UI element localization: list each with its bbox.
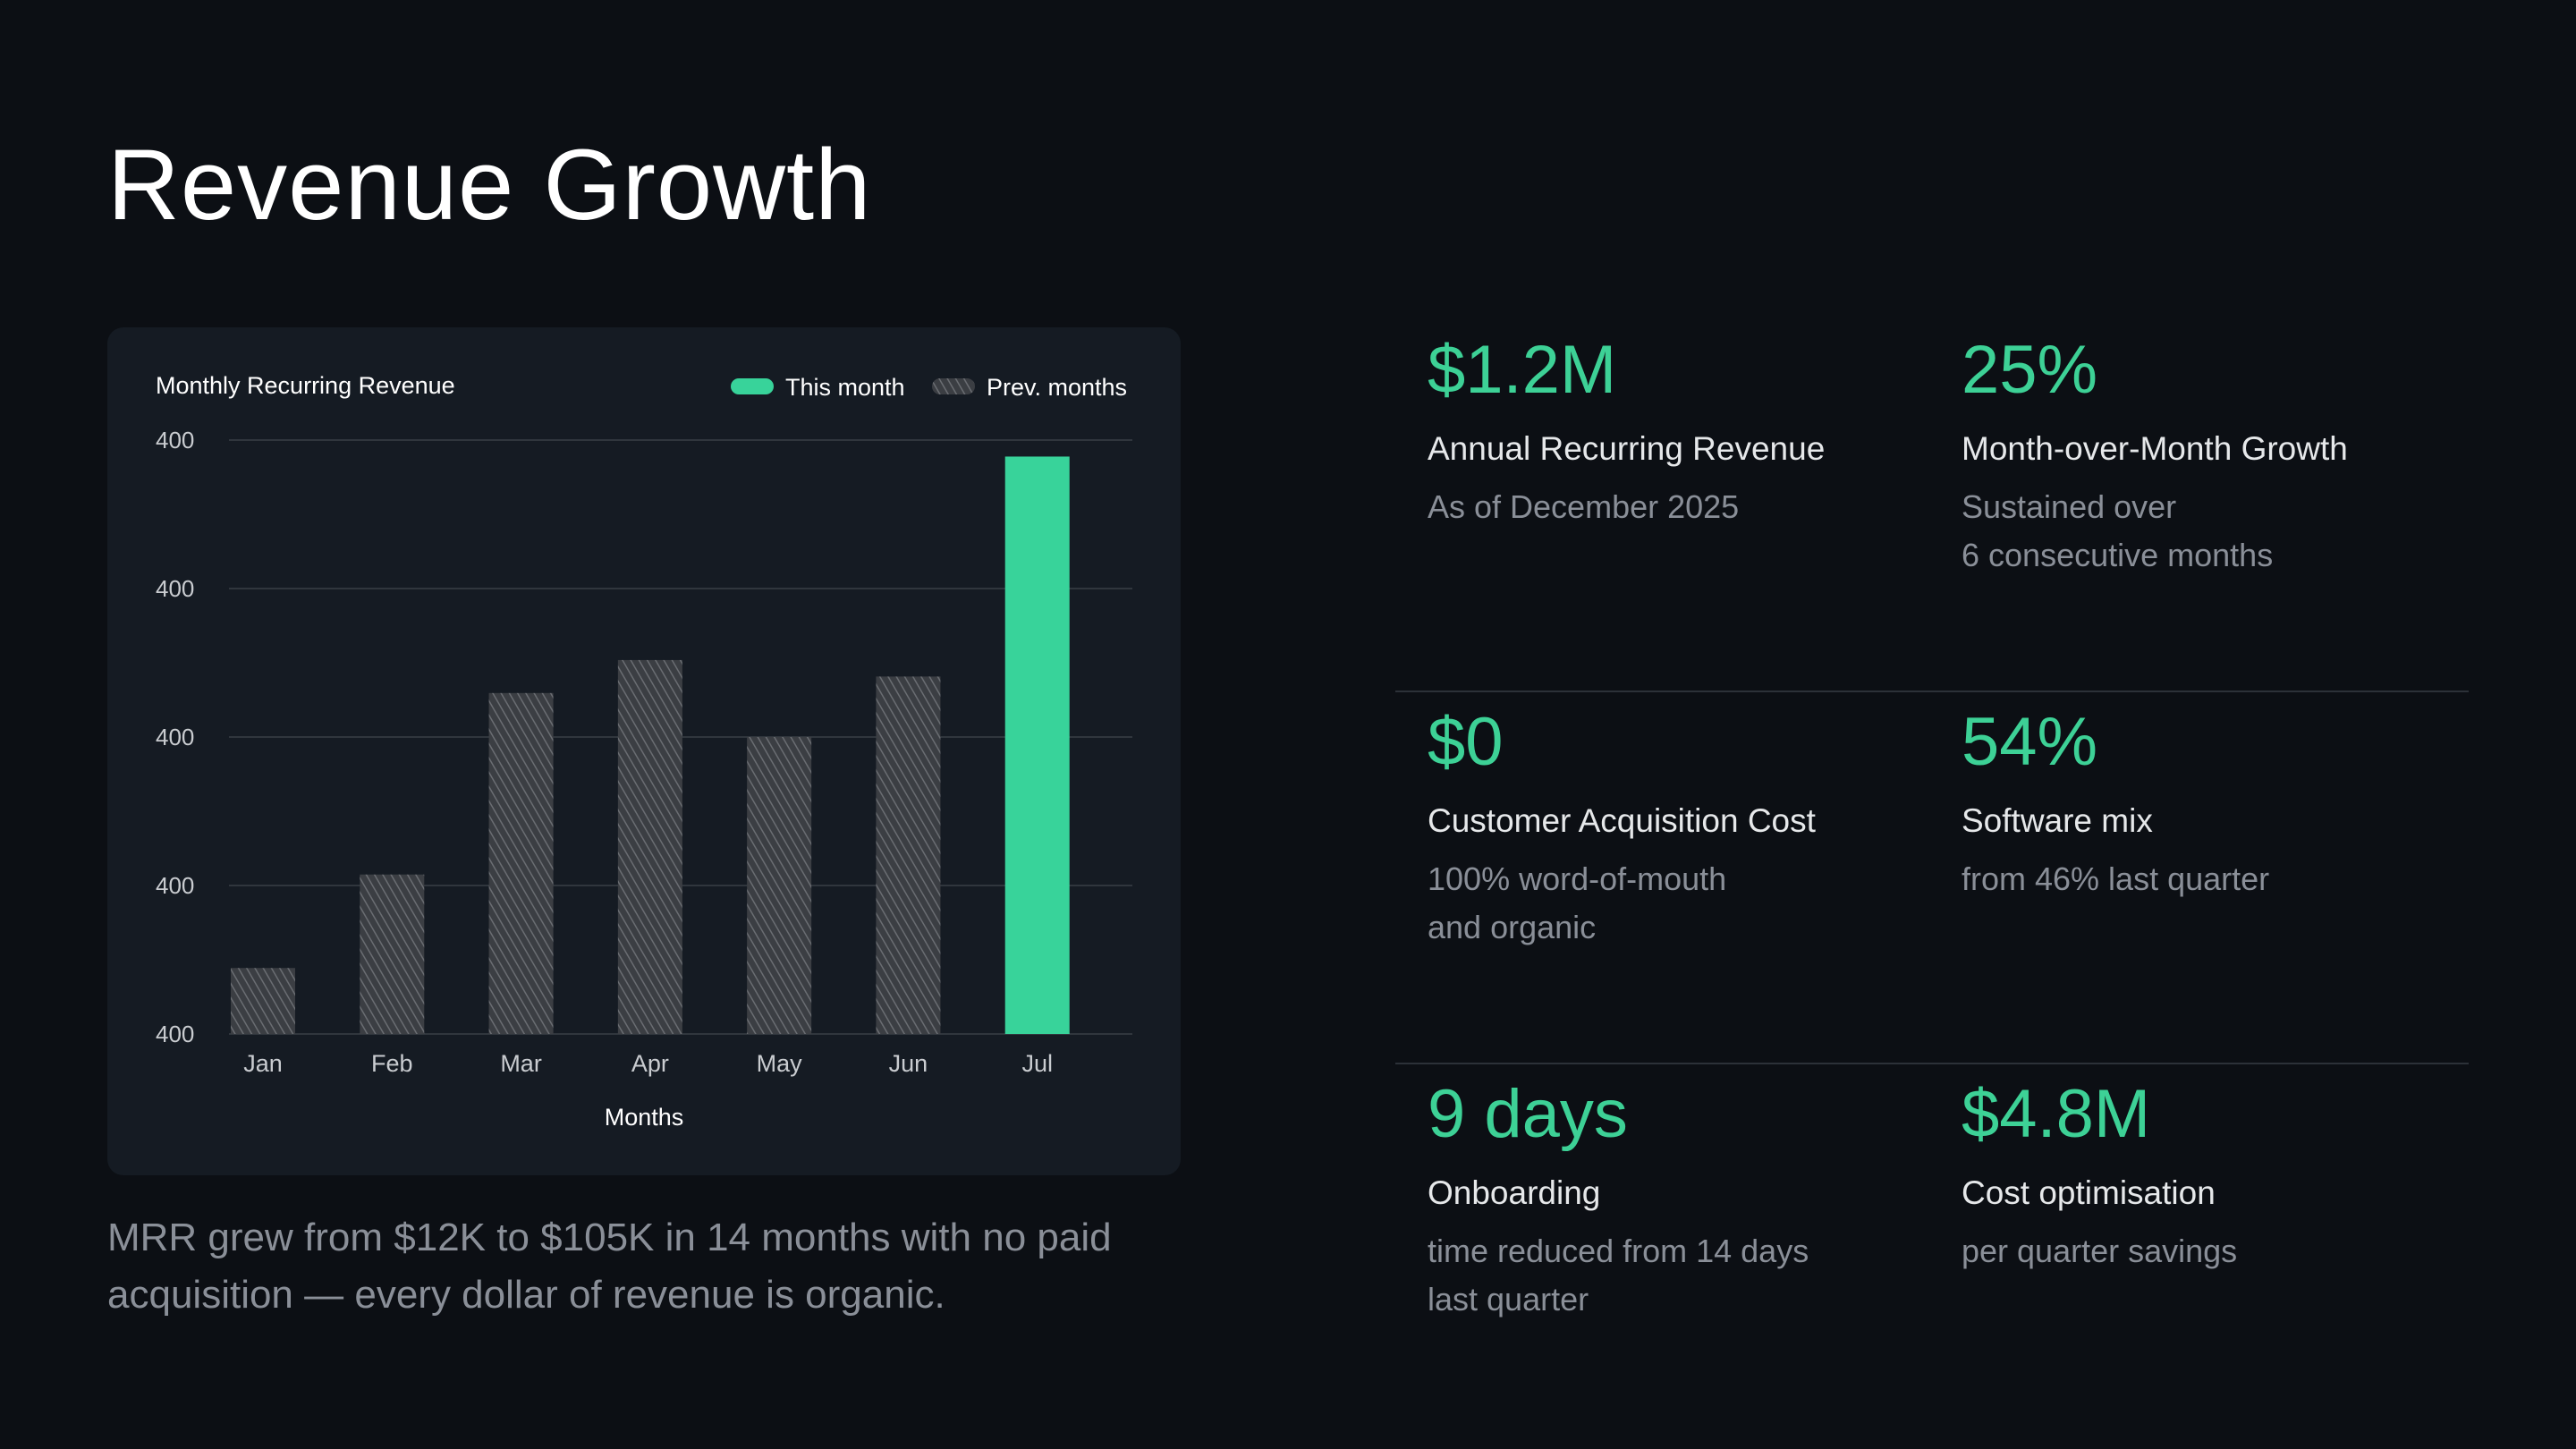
kpi-onboarding: 9 days Onboarding time reduced from 14 d… xyxy=(1428,1066,1928,1324)
kpi-subtext: per quarter savings xyxy=(1962,1227,2462,1275)
kpi-mom-growth: 25% Month-over-Month Growth Sustained ov… xyxy=(1962,322,2462,580)
kpi-label: Annual Recurring Revenue xyxy=(1428,430,1826,467)
kpi-row: $0 Customer Acquisition Cost 100% word-o… xyxy=(1395,694,2469,1064)
chart-caption: MRR grew from $12K to $105K in 14 months… xyxy=(107,1216,1112,1317)
bar-prev-month xyxy=(747,737,812,1034)
kpi-arr: $1.2M Annual Recurring Revenue As of Dec… xyxy=(1428,322,1928,531)
kpi-value: 25% xyxy=(1962,332,2098,408)
bar-prev-month xyxy=(488,692,554,1034)
kpi-subtext-line: time reduced from 14 days xyxy=(1428,1233,1809,1270)
kpi-subtext-line: 6 consecutive months xyxy=(1962,537,2274,574)
page-title: Revenue Growth xyxy=(107,129,872,241)
legend-swatch-prev-months xyxy=(932,378,975,394)
kpi-subtext-line: Sustained over xyxy=(1962,488,2177,526)
legend-swatch-this-month xyxy=(731,378,774,394)
kpi-software-mix: 54% Software mix from 46% last quarter xyxy=(1962,694,2462,903)
kpi-subtext-line: per quarter savings xyxy=(1962,1233,2238,1270)
kpi-label: Customer Acquisition Cost xyxy=(1428,802,1816,839)
kpi-value: $1.2M xyxy=(1428,332,1617,408)
kpi-subtext: As of December 2025 xyxy=(1428,483,1928,531)
kpi-value: 9 days xyxy=(1428,1076,1628,1152)
x-tick-label: Jan xyxy=(243,1050,283,1077)
kpi-subtext: Sustained over 6 consecutive months xyxy=(1962,483,2462,580)
bar-prev-month xyxy=(617,659,682,1034)
x-axis-title: Months xyxy=(605,1104,684,1131)
y-tick-label: 400 xyxy=(156,872,194,899)
kpi-subtext: from 46% last quarter xyxy=(1962,855,2462,903)
x-tick-label: Jul xyxy=(1021,1050,1053,1077)
kpi-subtext-line: from 46% last quarter xyxy=(1962,860,2270,898)
kpi-subtext: time reduced from 14 days last quarter xyxy=(1428,1227,1928,1324)
y-tick-label: 400 xyxy=(156,575,194,602)
x-tick-label: Jun xyxy=(889,1050,928,1077)
x-tick-label: Apr xyxy=(631,1050,669,1077)
kpi-subtext: 100% word-of-mouth and organic xyxy=(1428,855,1928,952)
kpi-cost-optimisation: $4.8M Cost optimisation per quarter savi… xyxy=(1962,1066,2462,1275)
kpi-row: 9 days Onboarding time reduced from 14 d… xyxy=(1395,1066,2469,1436)
kpi-subtext-line: 100% word-of-mouth xyxy=(1428,860,1727,898)
bar-prev-month xyxy=(876,676,941,1034)
y-tick-label: 400 xyxy=(156,1021,194,1047)
kpi-row: $1.2M Annual Recurring Revenue As of Dec… xyxy=(1395,322,2469,692)
x-tick-label: May xyxy=(757,1050,803,1077)
bar-prev-month xyxy=(360,874,425,1034)
kpi-label: Month-over-Month Growth xyxy=(1962,430,2348,467)
kpi-value: $0 xyxy=(1428,704,1504,780)
mrr-bar-chart: Monthly Recurring Revenue This month Pre… xyxy=(156,372,1132,1131)
kpi-subtext-line: As of December 2025 xyxy=(1428,488,1740,526)
kpi-label: Software mix xyxy=(1962,802,2153,839)
legend-label-this-month: This month xyxy=(785,374,905,401)
kpi-subtext-line: and organic xyxy=(1428,909,1597,946)
kpi-label: Cost optimisation xyxy=(1962,1174,2216,1211)
chart-legend: This month Prev. months xyxy=(731,374,1127,401)
y-tick-label: 400 xyxy=(156,724,194,750)
bar-prev-month xyxy=(231,968,295,1034)
chart-title: Monthly Recurring Revenue xyxy=(156,372,455,399)
kpi-cac: $0 Customer Acquisition Cost 100% word-o… xyxy=(1428,694,1928,952)
mrr-chart-card: Monthly Recurring Revenue This month Pre… xyxy=(107,327,1181,1175)
y-tick-label: 400 xyxy=(156,427,194,453)
kpi-value: $4.8M xyxy=(1962,1076,2151,1152)
x-tick-label: Mar xyxy=(500,1050,542,1077)
kpi-label: Onboarding xyxy=(1428,1174,1601,1211)
bar-this-month xyxy=(1004,456,1070,1034)
kpi-value: 54% xyxy=(1962,704,2098,780)
x-tick-label: Feb xyxy=(371,1050,413,1077)
kpi-subtext-line: last quarter xyxy=(1428,1281,1589,1318)
legend-label-prev-months: Prev. months xyxy=(987,374,1127,401)
